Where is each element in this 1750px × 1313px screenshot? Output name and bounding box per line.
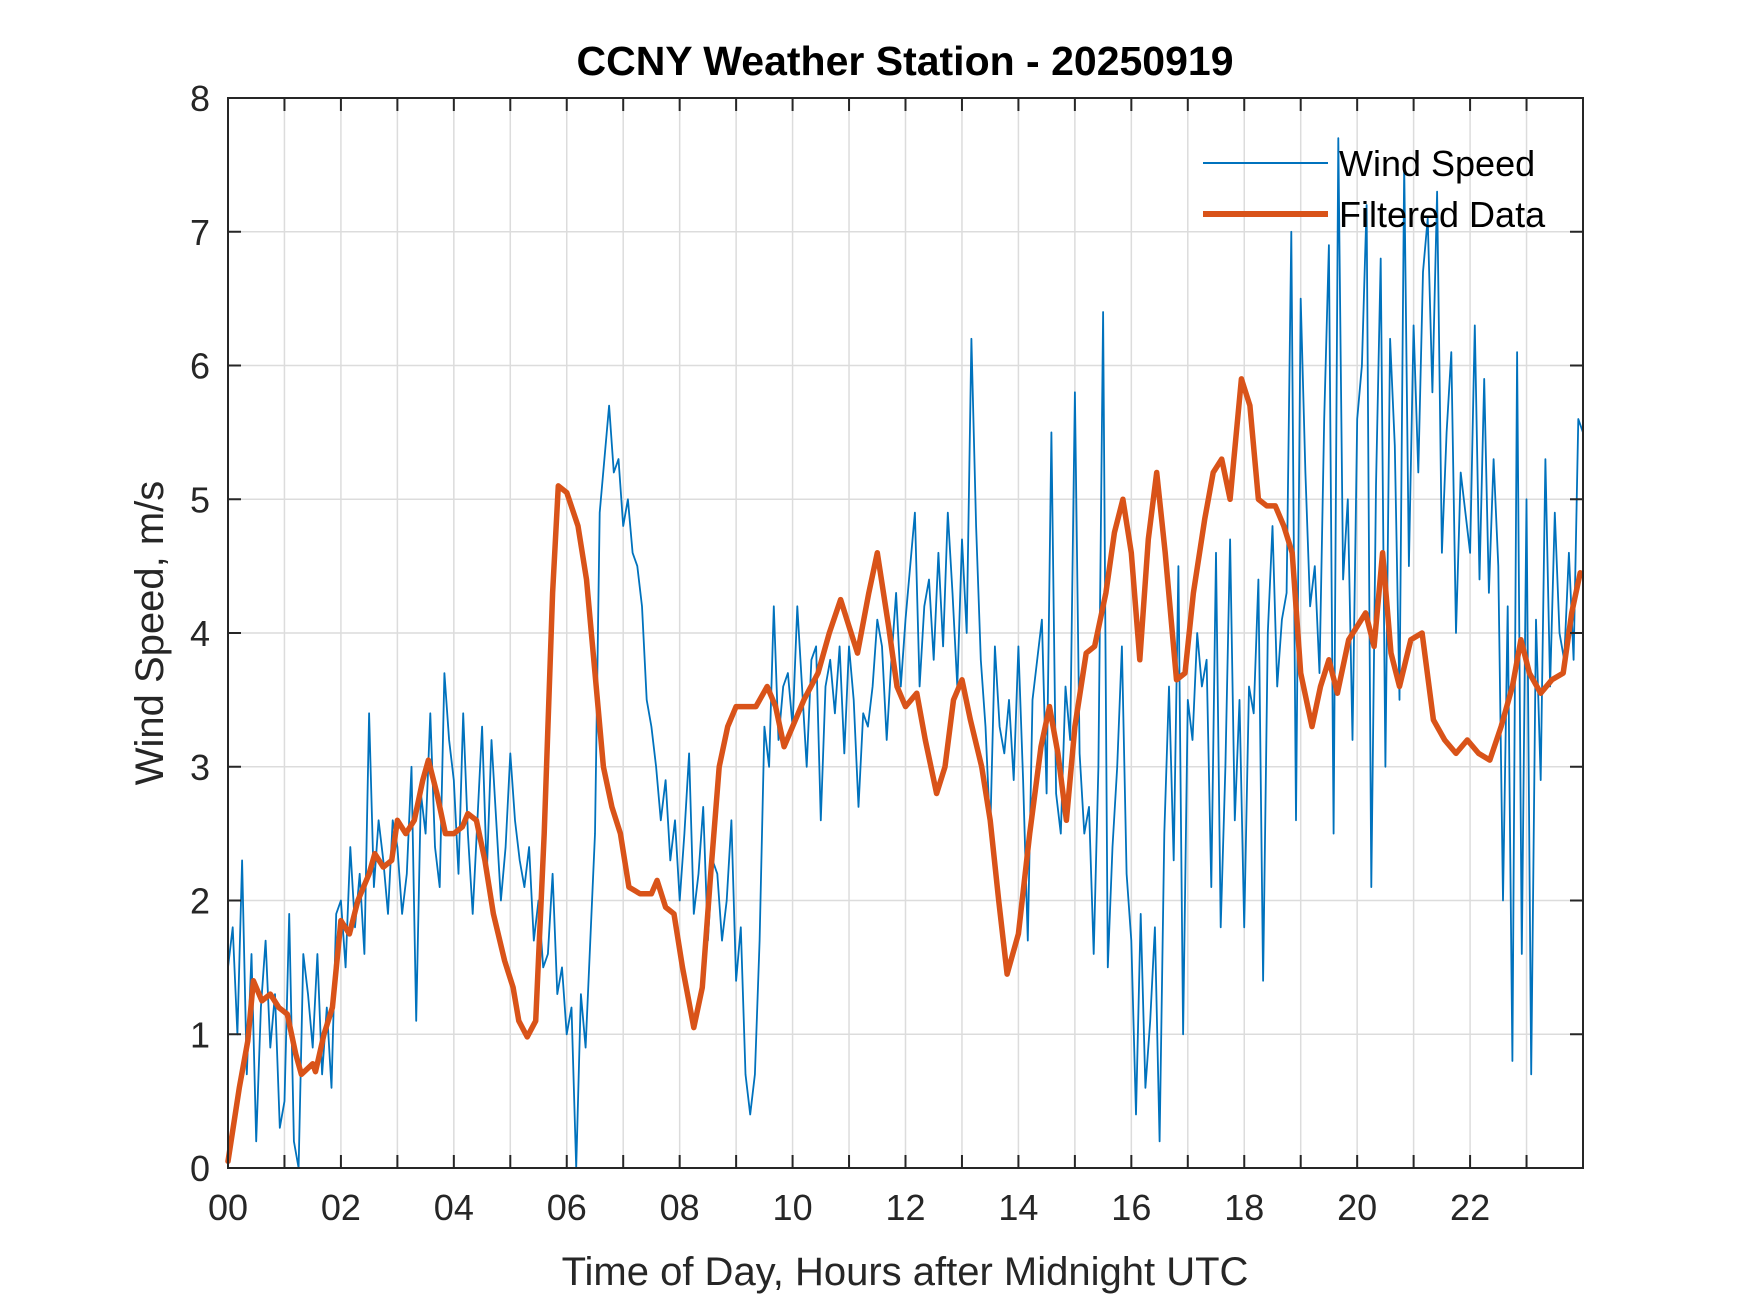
legend-label-filtered-data: Filtered Data	[1339, 194, 1546, 235]
y-tick-label: 6	[190, 346, 210, 387]
wind-speed-series	[227, 137, 1584, 1169]
wind-speed-line	[227, 137, 1584, 1169]
y-tick-label: 3	[190, 747, 210, 788]
x-tick-label: 12	[885, 1187, 925, 1228]
x-tick-label: 22	[1450, 1187, 1490, 1228]
x-tick-label: 02	[321, 1187, 361, 1228]
x-tick-label: 14	[998, 1187, 1038, 1228]
legend: Wind Speed Filtered Data	[1203, 143, 1546, 235]
y-tick-label: 0	[190, 1148, 210, 1189]
filtered-data-line	[225, 376, 1583, 1165]
axis-ticks	[227, 97, 1583, 1169]
y-tick-label: 2	[190, 881, 210, 922]
y-axis-label: Wind Speed, m/s	[128, 481, 172, 786]
y-tick-label: 8	[190, 78, 210, 119]
y-tick-label: 4	[190, 613, 210, 654]
y-tick-label: 1	[190, 1014, 210, 1055]
x-tick-label: 10	[773, 1187, 813, 1228]
legend-label-wind-speed: Wind Speed	[1339, 143, 1535, 184]
x-tick-label: 00	[208, 1187, 248, 1228]
x-tick-label: 18	[1224, 1187, 1264, 1228]
filtered-data-series	[225, 376, 1583, 1165]
x-tick-label: 20	[1337, 1187, 1377, 1228]
y-tick-label: 5	[190, 479, 210, 520]
chart-title: CCNY Weather Station - 20250919	[576, 38, 1233, 84]
y-tick-label: 7	[190, 212, 210, 253]
x-tick-label: 16	[1111, 1187, 1151, 1228]
x-tick-labels: 00 02 04 06 08 10 12 14 16 18 20 22	[208, 1187, 1490, 1228]
x-axis-label: Time of Day, Hours after Midnight UTC	[562, 1250, 1249, 1294]
y-tick-labels: 0 1 2 3 4 5 6 7 8	[190, 78, 210, 1189]
x-tick-label: 08	[660, 1187, 700, 1228]
x-tick-label: 04	[434, 1187, 474, 1228]
x-tick-label: 06	[547, 1187, 587, 1228]
